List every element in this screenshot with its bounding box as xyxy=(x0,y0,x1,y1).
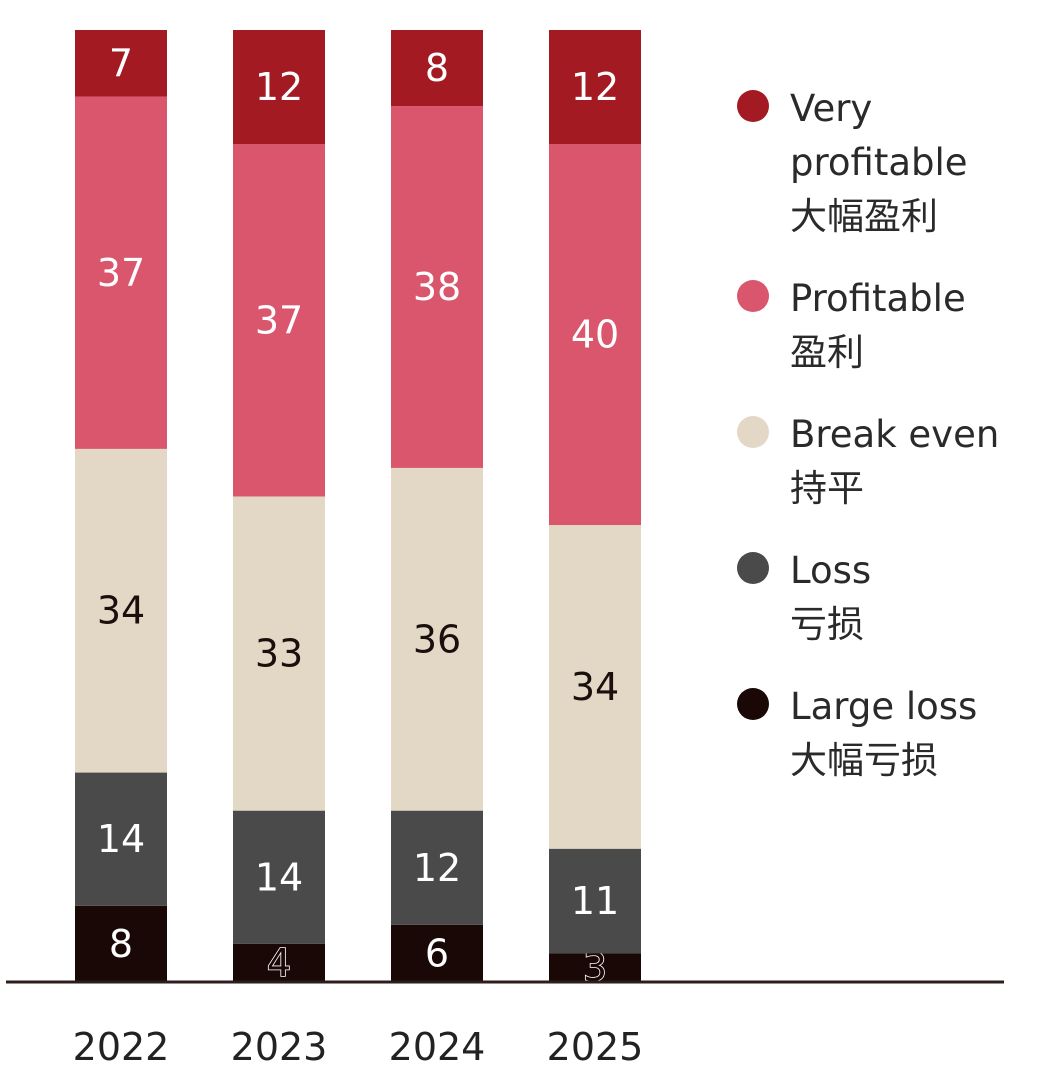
data-label-profitable-2022: 37 xyxy=(97,251,145,295)
legend-marker xyxy=(737,280,769,312)
legend-label: 盈利 xyxy=(790,331,864,374)
data-label-large-loss-2022: 8 xyxy=(109,922,133,966)
bar-loss-2024 xyxy=(391,810,483,925)
data-label-large-loss-2023: 4 xyxy=(267,941,291,985)
bar-profitable-2024 xyxy=(391,106,483,468)
x-tick-label-2022: 2022 xyxy=(73,1025,170,1069)
bar-break-even-2024 xyxy=(391,467,483,811)
bar-large-loss-2024 xyxy=(391,924,483,982)
data-label-very-profitable-2022: 7 xyxy=(109,41,133,85)
data-label-loss-2024: 12 xyxy=(413,846,461,890)
legend-marker xyxy=(737,688,769,720)
legend-label: Very xyxy=(790,87,872,130)
bar-profitable-2025 xyxy=(549,144,641,526)
legend-label: 亏损 xyxy=(790,603,864,646)
legend-label: 大幅盈利 xyxy=(790,195,938,238)
legend-item-2: Profitable 盈利 xyxy=(737,277,966,374)
data-label-loss-2025: 11 xyxy=(571,879,619,923)
x-tick-label-2025: 2025 xyxy=(547,1025,644,1069)
x-tick-label-2023: 2023 xyxy=(231,1025,328,1069)
legend-label: profitable xyxy=(790,141,968,184)
bar-profitable-2023 xyxy=(233,144,325,497)
data-label-very-profitable-2025: 12 xyxy=(571,65,619,109)
legend-label: Break even xyxy=(790,413,999,456)
legend-marker xyxy=(737,90,769,122)
legend-marker xyxy=(737,552,769,584)
bar-large-loss-2025 xyxy=(549,953,641,982)
bar-very-profitable-2025 xyxy=(549,30,641,145)
bar-break-even-2025 xyxy=(549,525,641,849)
legend-label: Large loss xyxy=(790,685,977,728)
legend-label: Profitable xyxy=(790,277,966,320)
legend: Very profitable 大幅盈利 Profitable 盈利 Break even… xyxy=(737,87,999,782)
bar-large-loss-2023 xyxy=(233,943,325,982)
bar-loss-2022 xyxy=(75,772,167,906)
bar-very-profitable-2024 xyxy=(391,30,483,107)
x-axis-ticks: 2022 2023 2024 2025 xyxy=(73,1025,644,1069)
data-label-loss-2022: 14 xyxy=(97,817,145,861)
bar-break-even-2022 xyxy=(75,448,167,773)
bar-break-even-2023 xyxy=(233,496,325,811)
data-label-loss-2023: 14 xyxy=(255,855,303,899)
legend-item-4: Loss 亏损 xyxy=(737,549,871,646)
bar-loss-2023 xyxy=(233,810,325,944)
x-tick-label-2024: 2024 xyxy=(389,1025,486,1069)
legend-item-5: Large loss 大幅亏损 xyxy=(737,685,977,782)
bar-large-loss-2022 xyxy=(75,905,167,982)
legend-marker xyxy=(737,416,769,448)
data-label-very-profitable-2023: 12 xyxy=(255,65,303,109)
legend-item-3: Break even 持平 xyxy=(737,413,999,510)
data-label-break-even-2025: 34 xyxy=(571,665,619,709)
legend-label: 持平 xyxy=(790,467,864,510)
legend-label: 大幅亏损 xyxy=(790,739,938,782)
bar-loss-2025 xyxy=(549,848,641,954)
data-label-profitable-2023: 37 xyxy=(255,298,303,342)
data-label-profitable-2024: 38 xyxy=(413,265,461,309)
legend-item-1: Very profitable 大幅盈利 xyxy=(737,87,968,238)
bar-profitable-2022 xyxy=(75,96,167,449)
legend-label: Loss xyxy=(790,549,871,592)
data-label-very-profitable-2024: 8 xyxy=(425,46,449,90)
data-label-large-loss-2024: 6 xyxy=(425,931,449,975)
data-label-profitable-2025: 40 xyxy=(571,313,619,357)
bar-very-profitable-2023 xyxy=(233,30,325,145)
data-label-break-even-2023: 33 xyxy=(255,632,303,676)
data-label-break-even-2022: 34 xyxy=(97,589,145,633)
data-label-break-even-2024: 36 xyxy=(413,617,461,661)
bar-very-profitable-2022 xyxy=(75,30,167,97)
